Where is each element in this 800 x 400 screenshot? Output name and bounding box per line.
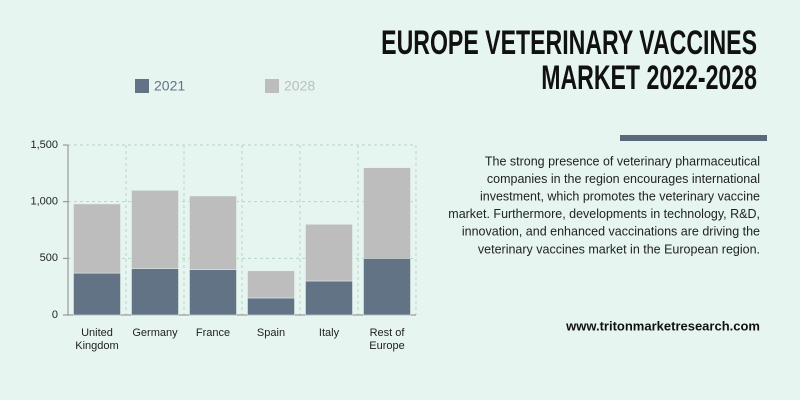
x-tick-label: Rest of Europe [369, 327, 405, 352]
y-tick-label: 1,500 [30, 139, 58, 151]
x-tick-label: Germany [132, 327, 178, 339]
description-line: market. Furthermore, developments in tec… [448, 207, 760, 221]
x-tick-label: Italy [319, 327, 340, 339]
website: www.tritonmarketresearch.com [565, 318, 760, 333]
y-tick-label: 0 [52, 309, 58, 321]
bar-segment [131, 268, 179, 316]
bar-segment [189, 195, 237, 270]
description-line: innovation, and enhanced vaccinations ar… [462, 225, 760, 239]
title-group: EUROPE VETERINARY VACCINES MARKET 2022-2… [381, 25, 757, 97]
bar-segment [305, 280, 353, 316]
x-tick-label: United Kingdom [75, 327, 118, 352]
chart-title: EUROPE VETERINARY VACCINES [381, 25, 757, 62]
description-line: investment, which promotes the veterinar… [480, 189, 760, 203]
bar-segment [247, 270, 295, 299]
bar-segment [189, 269, 237, 316]
legend-swatch [265, 79, 279, 93]
legend-label: 2028 [284, 78, 315, 94]
divider [620, 135, 767, 141]
bar-segment [131, 190, 179, 269]
bar-segment [363, 258, 411, 316]
y-tick-label: 1,000 [30, 196, 58, 208]
description-line: The strong presence of veterinary pharma… [485, 154, 760, 168]
x-tick-label: France [196, 327, 230, 339]
bar-segment [247, 297, 295, 316]
bar-segment [73, 203, 121, 274]
y-tick-label: 500 [40, 252, 58, 264]
chart-title: MARKET 2022-2028 [541, 60, 757, 97]
description-line: veterinary vaccines market in the Europe… [478, 242, 760, 256]
description-line: companies in the region encourages inter… [487, 172, 760, 186]
bar-segment [363, 167, 411, 259]
legend-swatch [135, 79, 149, 93]
x-tick-label: Spain [257, 327, 285, 339]
bar-segment [73, 272, 121, 316]
bar-segment [305, 224, 353, 282]
legend-label: 2021 [154, 78, 185, 94]
